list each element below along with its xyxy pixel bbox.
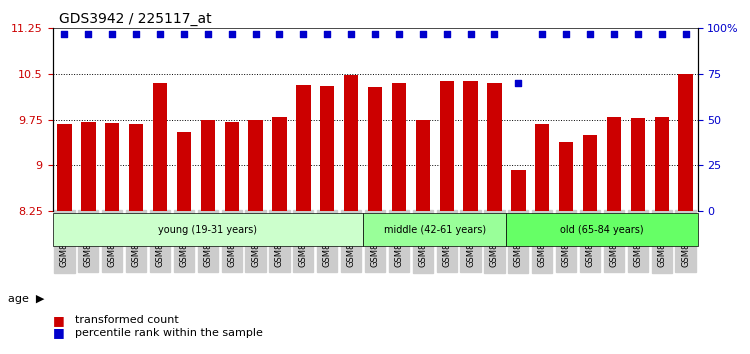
Bar: [655, 117, 669, 211]
Point: [512, 80, 524, 86]
Point: [321, 31, 333, 37]
Point: [226, 31, 238, 37]
FancyBboxPatch shape: [506, 213, 698, 246]
Point: [656, 31, 668, 37]
Bar: [248, 120, 262, 211]
Bar: [344, 75, 358, 211]
Text: transformed count: transformed count: [75, 315, 178, 325]
Bar: [464, 81, 478, 211]
Point: [154, 31, 166, 37]
Point: [82, 31, 94, 37]
Bar: [368, 87, 382, 211]
Bar: [607, 117, 621, 211]
Point: [632, 31, 644, 37]
Bar: [81, 122, 95, 211]
Point: [417, 31, 429, 37]
Text: GDS3942 / 225117_at: GDS3942 / 225117_at: [59, 12, 211, 26]
Bar: [129, 124, 143, 211]
Point: [464, 31, 476, 37]
Point: [488, 31, 500, 37]
Text: middle (42-61 years): middle (42-61 years): [384, 224, 486, 234]
Point: [250, 31, 262, 37]
Point: [536, 31, 548, 37]
Bar: [296, 85, 310, 211]
Point: [202, 31, 214, 37]
Point: [178, 31, 190, 37]
Text: young (19-31 years): young (19-31 years): [158, 224, 257, 234]
Bar: [583, 135, 597, 211]
Point: [106, 31, 118, 37]
Bar: [57, 124, 71, 211]
Point: [130, 31, 142, 37]
Point: [608, 31, 620, 37]
Bar: [224, 122, 238, 211]
Point: [441, 31, 453, 37]
Bar: [535, 124, 550, 211]
FancyBboxPatch shape: [363, 213, 506, 246]
Bar: [392, 83, 406, 211]
Bar: [320, 86, 334, 211]
FancyBboxPatch shape: [53, 213, 363, 246]
Point: [274, 31, 286, 37]
Bar: [272, 117, 286, 211]
Bar: [200, 120, 215, 211]
Bar: [631, 118, 645, 211]
Point: [345, 31, 357, 37]
Bar: [512, 170, 526, 211]
Point: [680, 31, 692, 37]
Bar: [559, 142, 573, 211]
Bar: [416, 120, 430, 211]
Bar: [105, 123, 119, 211]
Text: percentile rank within the sample: percentile rank within the sample: [75, 328, 262, 338]
Point: [369, 31, 381, 37]
Text: ■: ■: [53, 314, 64, 327]
Text: age  ▶: age ▶: [8, 294, 44, 304]
Point: [393, 31, 405, 37]
Bar: [440, 81, 454, 211]
Bar: [679, 74, 693, 211]
Bar: [153, 83, 167, 211]
Text: old (65-84 years): old (65-84 years): [560, 224, 644, 234]
Bar: [177, 132, 191, 211]
Bar: [488, 83, 502, 211]
Text: ■: ■: [53, 326, 64, 339]
Point: [58, 31, 70, 37]
Point: [560, 31, 572, 37]
Point: [584, 31, 596, 37]
Point: [297, 31, 309, 37]
